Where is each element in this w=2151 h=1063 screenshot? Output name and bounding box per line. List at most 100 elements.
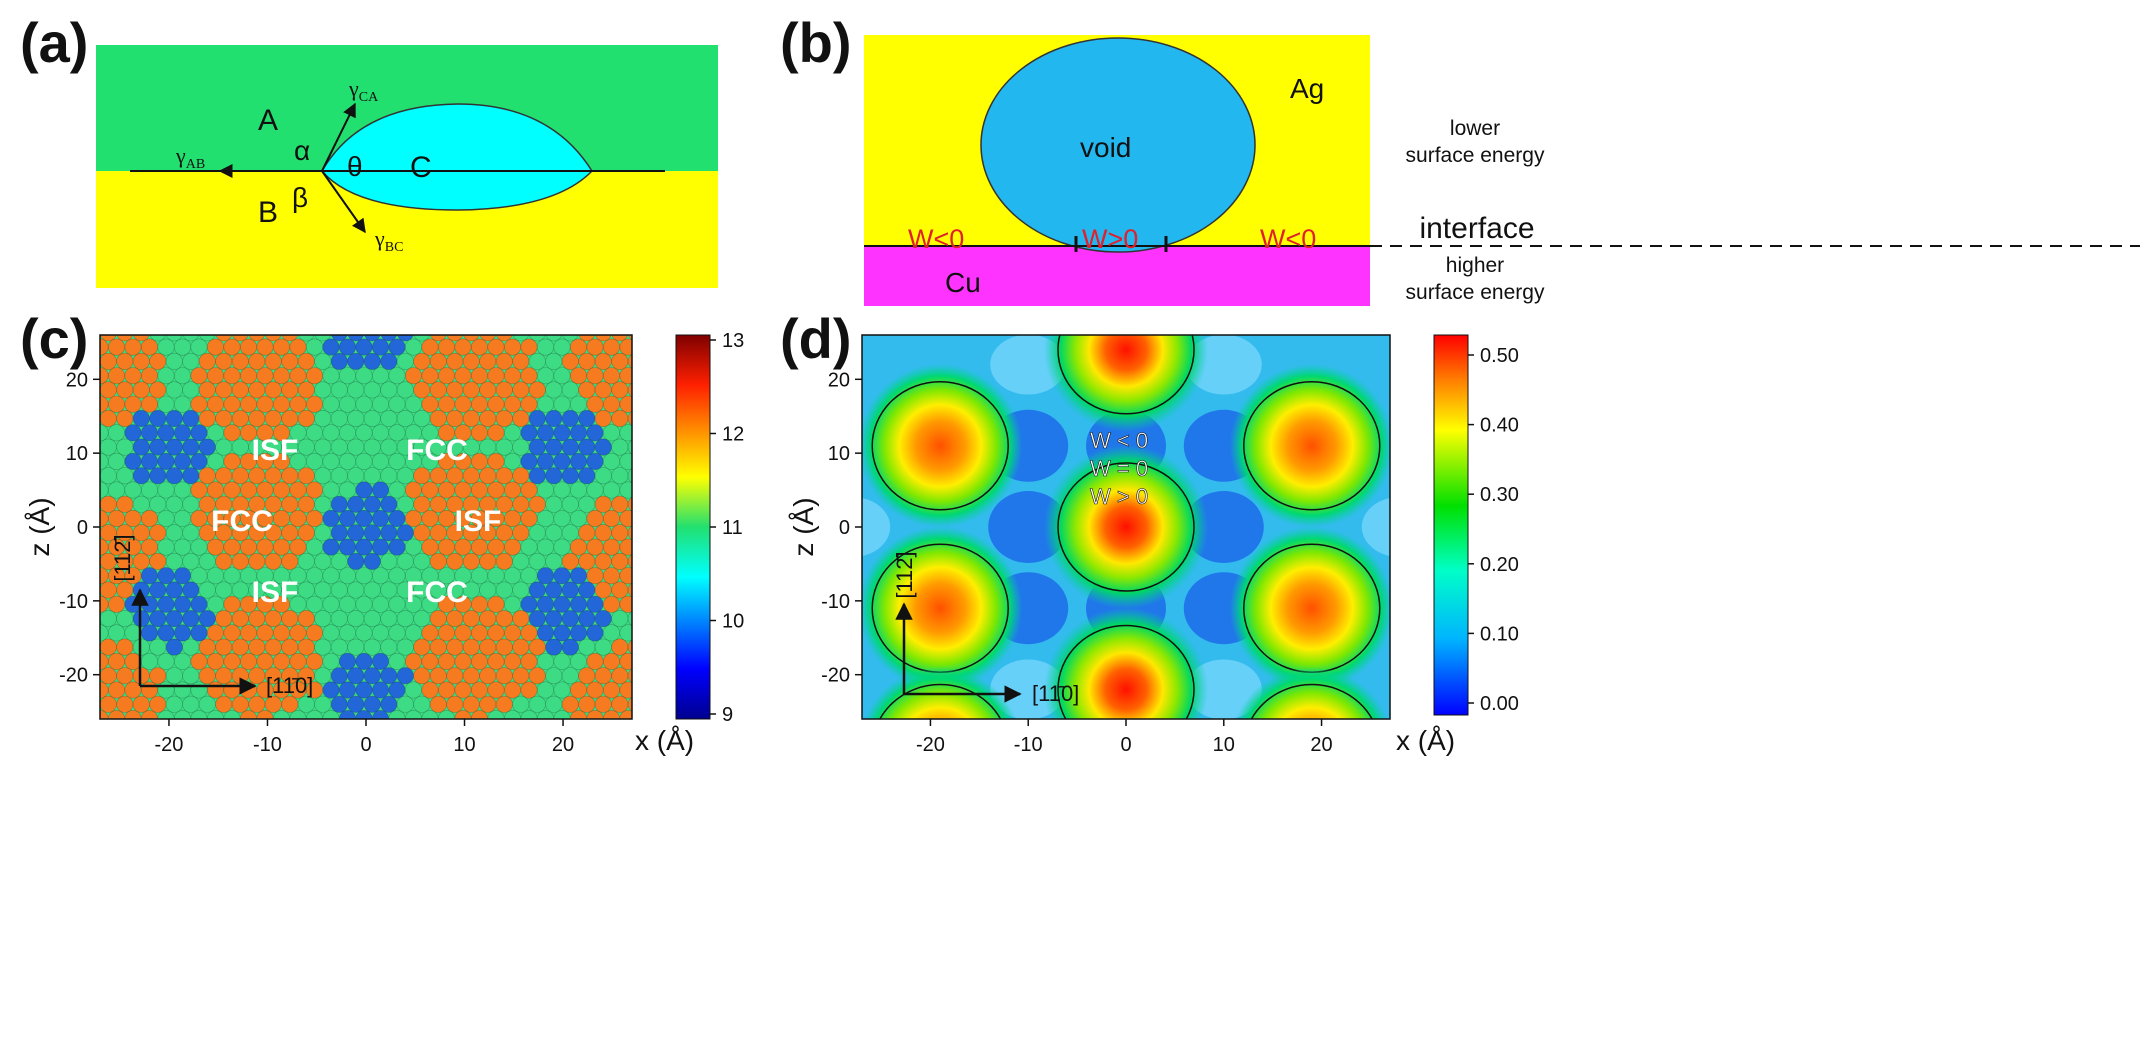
- direction-label-horizontal: [11̄0]: [266, 673, 313, 698]
- atom: [165, 552, 183, 570]
- atom: [347, 409, 365, 427]
- atom: [545, 495, 563, 513]
- atom: [124, 395, 142, 413]
- atom: [479, 610, 497, 628]
- atom: [371, 481, 389, 499]
- atom: [636, 310, 652, 326]
- atom: [149, 581, 167, 599]
- atom: [231, 695, 249, 713]
- atom: [289, 509, 307, 527]
- atom: [281, 552, 299, 570]
- atom: [256, 509, 274, 527]
- atom: [272, 681, 290, 699]
- y-tick-label: -20: [821, 665, 850, 687]
- atom: [495, 438, 513, 456]
- atom: [132, 438, 150, 456]
- atom: [421, 452, 439, 470]
- atom: [380, 495, 398, 513]
- atom: [224, 310, 240, 326]
- atom: [108, 652, 126, 670]
- atom: [371, 452, 389, 470]
- atom: [149, 467, 167, 485]
- atom: [338, 538, 356, 556]
- density-peak: [1044, 335, 1208, 432]
- atom: [636, 396, 652, 412]
- atom: [619, 538, 632, 556]
- atom: [182, 695, 200, 713]
- atom: [380, 667, 398, 685]
- atom: [602, 509, 620, 527]
- atom: [314, 610, 332, 628]
- atom: [602, 624, 620, 642]
- atom: [495, 667, 513, 685]
- atom: [479, 467, 497, 485]
- atom: [141, 624, 159, 642]
- atom: [636, 539, 652, 555]
- direction-label-vertical-d: [112̄]: [892, 551, 917, 598]
- atom: [495, 638, 513, 656]
- atom: [413, 352, 431, 370]
- atom: [594, 524, 612, 542]
- atom: [479, 638, 497, 656]
- atom: [281, 581, 299, 599]
- atom: [272, 395, 290, 413]
- atom: [586, 338, 604, 356]
- w-zero-contour: [1243, 381, 1381, 511]
- atom: [355, 624, 373, 642]
- atom: [100, 559, 101, 564]
- atom: [323, 310, 339, 326]
- atom: [495, 409, 513, 427]
- atom: [108, 367, 126, 385]
- atom: [165, 381, 183, 399]
- atom: [190, 509, 208, 527]
- atom: [454, 509, 472, 527]
- atom: [297, 667, 315, 685]
- atom: [495, 610, 513, 628]
- atom: [487, 624, 505, 642]
- atom: [190, 538, 208, 556]
- atom: [132, 610, 150, 628]
- atom: [594, 610, 612, 628]
- atom: [182, 667, 200, 685]
- region-label-fcc-1: FCC: [406, 434, 468, 467]
- atom: [256, 395, 274, 413]
- atom: [545, 381, 563, 399]
- atom: [165, 467, 183, 485]
- atom: [272, 595, 290, 613]
- colorbar-tick-label: 0.50: [1480, 345, 1519, 367]
- atom: [579, 725, 595, 741]
- atom: [586, 509, 604, 527]
- atom: [578, 467, 596, 485]
- atom: [305, 624, 323, 642]
- colorbar-tick-label: 12: [722, 424, 744, 446]
- colorbar-tick-label: 0.30: [1480, 484, 1519, 506]
- atom: [388, 509, 406, 527]
- atom: [198, 467, 216, 485]
- atom: [305, 395, 323, 413]
- atom: [627, 582, 632, 598]
- atom: [132, 352, 150, 370]
- atom: [553, 367, 571, 385]
- atom: [561, 552, 579, 570]
- atom: [463, 335, 480, 342]
- atom: [207, 395, 225, 413]
- atom: [132, 695, 150, 713]
- atom: [108, 395, 126, 413]
- atom: [289, 538, 307, 556]
- atom: [545, 610, 563, 628]
- density-saddle: [1361, 498, 1390, 556]
- atom: [496, 725, 512, 741]
- atom: [363, 438, 381, 456]
- atom: [586, 452, 604, 470]
- atom: [553, 538, 571, 556]
- atom: [207, 481, 225, 499]
- atom: [141, 481, 159, 499]
- atom: [264, 438, 282, 456]
- atom: [248, 581, 266, 599]
- atom: [100, 438, 117, 456]
- atom: [553, 338, 571, 356]
- atom: [338, 338, 356, 356]
- atom: [503, 367, 521, 385]
- atom: [322, 595, 340, 613]
- panel-b: (b) void Ag Cu W<0 W>0 W<0 lower surface…: [780, 11, 2140, 306]
